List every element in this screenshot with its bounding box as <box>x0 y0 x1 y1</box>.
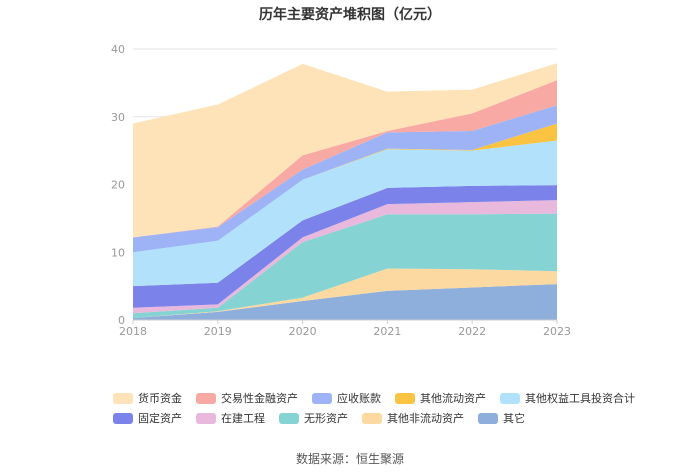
x-tick-label: 2021 <box>373 325 401 338</box>
legend-swatch <box>279 412 299 424</box>
x-tick-label: 2018 <box>119 325 147 338</box>
legend-label: 固定资产 <box>138 412 182 425</box>
x-tick-label: 2023 <box>543 325 571 338</box>
legend-swatch <box>362 412 382 424</box>
chart-title: 历年主要资产堆积图（亿元） <box>259 7 441 23</box>
area-series-其他权益工具投资合计 <box>133 140 557 287</box>
area-series-其它 <box>133 284 557 320</box>
legend-item[interactable]: 其他流动资产 <box>395 390 486 406</box>
x-tick-label: 2020 <box>289 325 317 338</box>
legend-row: 货币资金 交易性金融资产 应收账款 其他流动资产 其他权益工具投资合计 <box>113 388 635 408</box>
legend-item[interactable]: 交易性金融资产 <box>196 390 298 406</box>
area-series-应收账款 <box>133 105 557 253</box>
legend-label: 其它 <box>503 412 525 425</box>
legend-item[interactable]: 其他权益工具投资合计 <box>500 390 635 406</box>
y-tick-label: 30 <box>111 111 125 124</box>
x-axis: 2018 2019 2020 2021 2022 2023 <box>119 319 571 338</box>
legend-label: 其他权益工具投资合计 <box>525 392 635 405</box>
legend-swatch <box>113 392 133 404</box>
x-tick-label: 2022 <box>458 325 486 338</box>
legend-item[interactable]: 应收账款 <box>312 390 381 406</box>
legend-swatch <box>478 412 498 424</box>
source-note: 数据来源：恒生聚源 <box>295 452 404 466</box>
legend-row: 固定资产 在建工程 无形资产 其他非流动资产 其它 <box>113 408 633 428</box>
stacked-area-chart: 2018 2019 2020 2021 2022 2023 0 10 20 30 40 <box>111 43 571 338</box>
y-axis: 0 10 20 30 40 <box>111 43 125 327</box>
area-series-无形资产 <box>133 213 557 318</box>
legend-swatch <box>312 392 332 404</box>
legend-item[interactable]: 货币资金 <box>113 390 182 406</box>
legend-swatch <box>196 392 216 404</box>
legend-label: 其他流动资产 <box>420 392 486 405</box>
legend-label: 货币资金 <box>138 392 182 405</box>
legend-swatch <box>395 392 415 404</box>
y-tick-label: 10 <box>111 246 125 259</box>
y-tick-label: 20 <box>111 179 125 192</box>
y-tick-label: 40 <box>111 43 125 56</box>
legend-label: 无形资产 <box>304 412 348 425</box>
area-series-其他非流动资产 <box>133 268 557 318</box>
legend-item[interactable]: 无形资产 <box>279 410 348 426</box>
area-series-货币资金 <box>133 63 557 238</box>
area-series-group <box>133 63 557 320</box>
legend-label: 应收账款 <box>337 392 381 405</box>
y-tick-label: 0 <box>118 314 125 327</box>
area-series-交易性金融资产 <box>133 80 557 238</box>
legend-label: 交易性金融资产 <box>221 392 298 405</box>
legend-item[interactable]: 在建工程 <box>196 410 265 426</box>
legend-label: 其他非流动资产 <box>387 412 464 425</box>
legend-item[interactable]: 其它 <box>478 410 525 426</box>
legend: 货币资金 交易性金融资产 应收账款 其他流动资产 其他权益工具投资合计固定资产 在建工程 无… <box>113 388 635 428</box>
legend-item[interactable]: 其他非流动资产 <box>362 410 464 426</box>
legend-swatch <box>113 412 133 424</box>
legend-label: 在建工程 <box>221 412 265 425</box>
legend-swatch <box>196 412 216 424</box>
area-series-固定资产 <box>133 185 557 308</box>
x-tick-label: 2019 <box>204 325 232 338</box>
legend-swatch <box>500 392 520 404</box>
legend-item[interactable]: 固定资产 <box>113 410 182 426</box>
area-series-在建工程 <box>133 200 557 314</box>
